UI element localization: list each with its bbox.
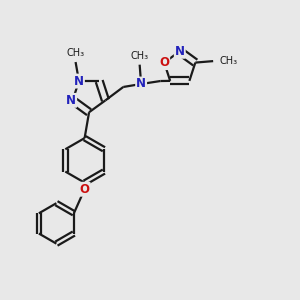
Text: CH₃: CH₃ [67,48,85,58]
Text: N: N [66,94,76,107]
Text: N: N [175,45,185,58]
Text: O: O [80,183,90,196]
Text: N: N [74,75,84,88]
Text: O: O [159,56,169,69]
Text: CH₃: CH₃ [219,56,237,66]
Text: CH₃: CH₃ [130,51,149,61]
Text: N: N [136,77,146,91]
